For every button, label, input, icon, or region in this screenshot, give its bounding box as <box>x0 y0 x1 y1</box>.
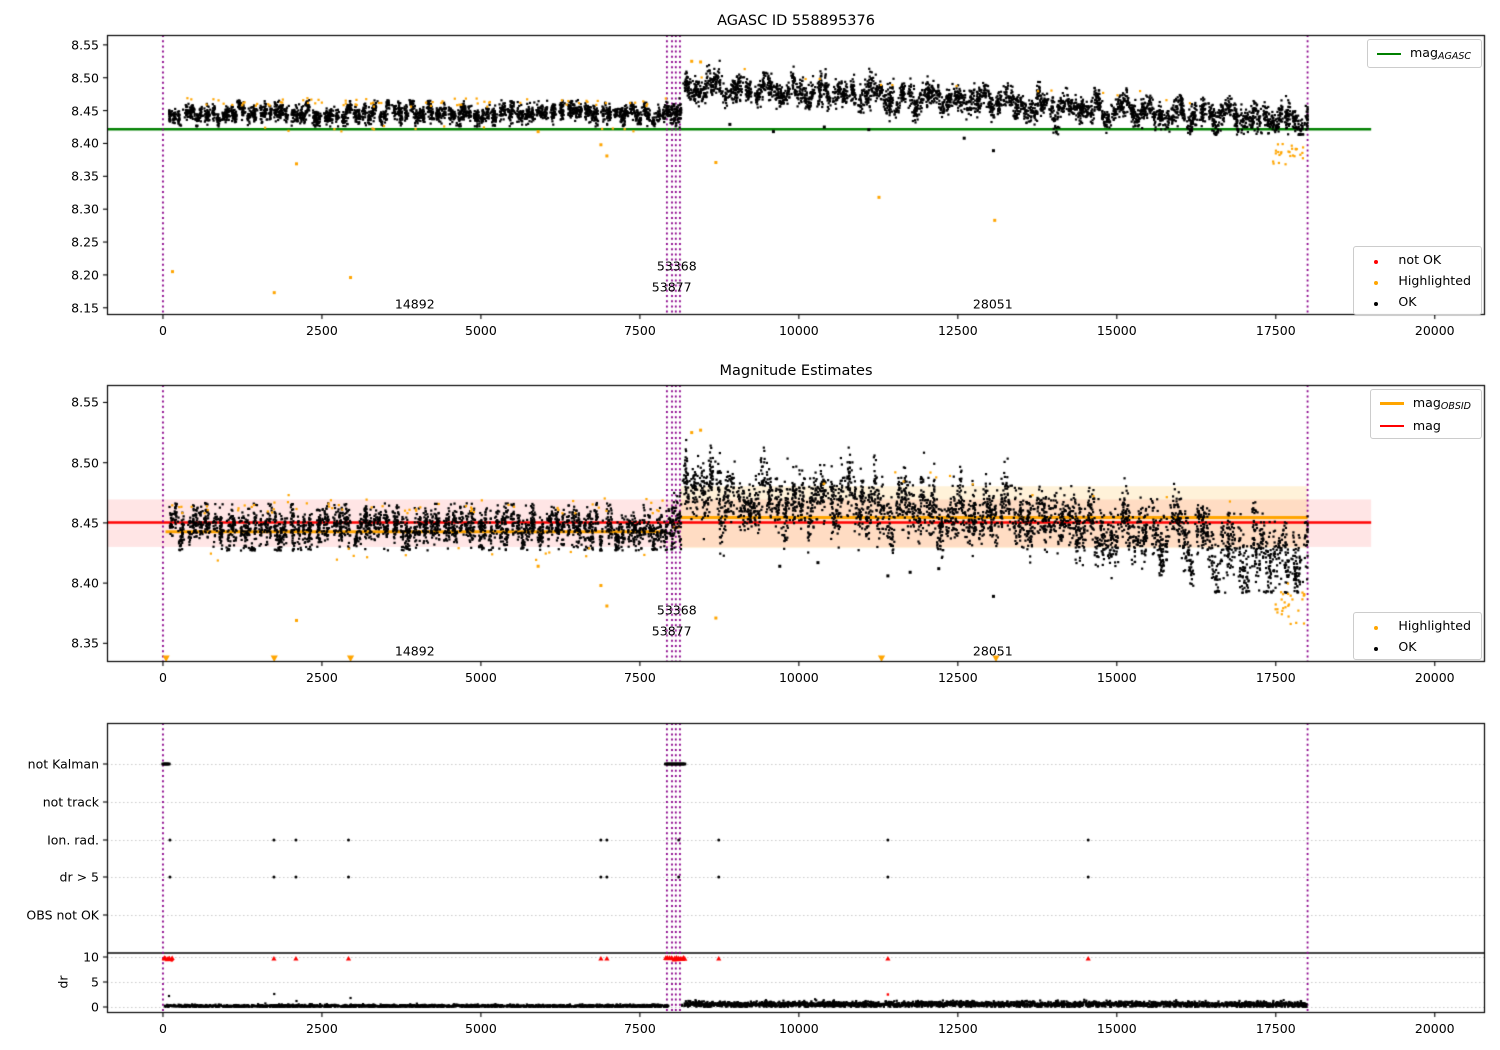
y-tick-label: 8.25 <box>71 234 99 250</box>
y-tick-label: 8.55 <box>71 37 99 53</box>
legend-box: magOBSID mag <box>1369 389 1482 439</box>
flag-row-label: OBS not OK <box>26 907 99 923</box>
obsid-annotation: 14892 <box>394 643 435 659</box>
legend-entry-highlighted: Highlighted <box>1363 618 1471 633</box>
x-tick-label: 12500 <box>937 323 978 338</box>
flag-row-label: Ion. rad. <box>47 832 99 848</box>
x-tick-label: 0 <box>158 670 167 685</box>
legend-dot-swatch <box>1363 273 1389 288</box>
legend-box: Highlighted OK <box>1353 612 1482 660</box>
legend-entry-not-ok: not OK <box>1363 252 1471 267</box>
x-tick-label: 0 <box>158 1021 167 1036</box>
x-tick-label: 10000 <box>778 323 819 338</box>
legend-entry-ok: OK <box>1363 294 1471 309</box>
x-tick-label: 5000 <box>465 323 497 338</box>
x-tick-label: 17500 <box>1255 670 1296 685</box>
obsid-annotation: 28051 <box>972 296 1013 312</box>
legend-dot-swatch <box>1363 252 1389 267</box>
legend-entry-mag: magOBSID <box>1379 395 1471 412</box>
x-tick-label: 20000 <box>1414 323 1455 338</box>
dr-axis-label: dr <box>55 975 71 989</box>
obsid-annotation: 53368 <box>656 258 697 274</box>
obsid-annotation: 53368 <box>656 602 697 618</box>
legend-entry-mag: mag <box>1379 418 1471 433</box>
x-tick-label: 17500 <box>1255 323 1296 338</box>
legend-dot-swatch <box>1363 294 1389 309</box>
legend-line-swatch <box>1379 402 1404 405</box>
x-tick-label: 2500 <box>306 670 338 685</box>
legend-label: OK <box>1398 639 1417 654</box>
legend-dot-swatch <box>1363 639 1389 654</box>
x-tick-label: 0 <box>158 323 167 338</box>
x-tick-label: 2500 <box>306 323 338 338</box>
obsid-annotation: 14892 <box>394 296 435 312</box>
y-tick-label: 8.30 <box>71 201 99 217</box>
x-tick-label: 15000 <box>1096 323 1137 338</box>
legend-box: not OK Highlighted OK <box>1353 246 1482 315</box>
x-tick-label: 12500 <box>937 670 978 685</box>
y-tick-label: 5 <box>91 974 99 990</box>
y-tick-label: 8.35 <box>71 635 99 651</box>
y-tick-label: 10 <box>83 949 99 965</box>
y-tick-label: 8.20 <box>71 267 99 283</box>
obsid-annotation: 53877 <box>651 623 692 639</box>
legend-line-swatch <box>1376 52 1401 55</box>
legend-entry-ok: OK <box>1363 639 1471 654</box>
obsid-annotation: 28051 <box>972 643 1013 659</box>
x-tick-label: 17500 <box>1255 1021 1296 1036</box>
top-plot-title: AGASC ID 558895376 <box>717 13 875 29</box>
legend-label: magAGASC <box>1409 45 1471 62</box>
y-tick-label: 8.50 <box>71 70 99 86</box>
x-tick-label: 10000 <box>778 1021 819 1036</box>
y-tick-label: 0 <box>91 999 99 1015</box>
y-tick-label: 8.35 <box>71 168 99 184</box>
legend-label: Highlighted <box>1398 618 1471 633</box>
y-tick-label: 8.45 <box>71 103 99 119</box>
flag-row-label: not Kalman <box>27 756 99 772</box>
y-tick-label: 8.40 <box>71 575 99 591</box>
y-tick-label: 8.45 <box>71 515 99 531</box>
legend-entry-highlighted: Highlighted <box>1363 273 1471 288</box>
y-tick-label: 8.15 <box>71 300 99 316</box>
legend-label: Highlighted <box>1398 273 1471 288</box>
x-tick-label: 7500 <box>623 670 656 685</box>
x-tick-label: 5000 <box>465 1021 497 1036</box>
legend-dot-swatch <box>1363 618 1389 633</box>
y-tick-label: 8.40 <box>71 135 99 151</box>
flag-row-label: dr > 5 <box>59 869 99 885</box>
x-tick-label: 20000 <box>1414 1021 1455 1036</box>
x-tick-label: 10000 <box>778 670 819 685</box>
x-tick-label: 7500 <box>623 1021 656 1036</box>
x-tick-label: 15000 <box>1096 1021 1137 1036</box>
x-tick-label: 12500 <box>937 1021 978 1036</box>
flag-row-label: not track <box>42 794 99 810</box>
y-tick-label: 8.55 <box>71 394 99 410</box>
legend-label: not OK <box>1398 252 1442 267</box>
legend-line-swatch <box>1379 424 1404 427</box>
legend-label: magOBSID <box>1412 395 1471 412</box>
legend-box: magAGASC <box>1366 39 1482 68</box>
x-tick-label: 5000 <box>465 670 497 685</box>
legend-label: OK <box>1398 294 1417 309</box>
x-tick-label: 2500 <box>306 1021 338 1036</box>
obsid-annotation: 53877 <box>651 279 692 295</box>
x-tick-label: 20000 <box>1414 670 1455 685</box>
legend-entry-mag: magAGASC <box>1376 45 1471 62</box>
middle-plot-title: Magnitude Estimates <box>719 363 873 379</box>
y-tick-label: 8.50 <box>71 455 99 471</box>
x-tick-label: 7500 <box>623 323 656 338</box>
x-tick-label: 15000 <box>1096 670 1137 685</box>
legend-label: mag <box>1412 418 1441 433</box>
